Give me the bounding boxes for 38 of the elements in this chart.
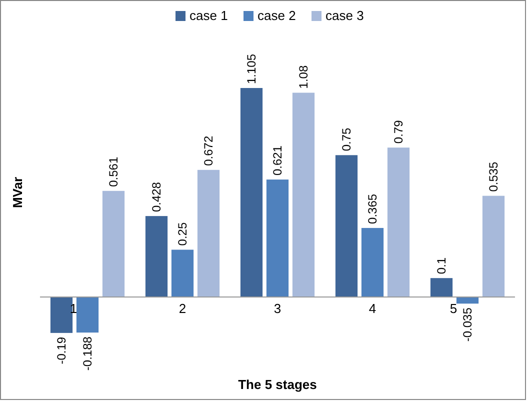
bar	[387, 148, 410, 297]
bar	[171, 250, 194, 297]
bar	[240, 88, 263, 297]
data-label: 1.105	[244, 54, 258, 84]
data-label: 0.75	[340, 127, 354, 152]
bar	[145, 216, 168, 297]
legend-label: case 3	[326, 8, 364, 23]
data-label: -0.188	[80, 336, 94, 371]
data-label: 1.08	[296, 65, 310, 89]
data-label: 0.561	[106, 156, 120, 187]
data-label: 0.621	[270, 145, 284, 176]
bar	[361, 228, 384, 297]
bar	[197, 170, 220, 297]
bar	[482, 196, 505, 297]
x-axis-title: The 5 stages	[238, 377, 317, 392]
data-label: 0.535	[486, 161, 500, 192]
bar	[456, 297, 479, 304]
bar	[266, 180, 289, 297]
data-label: 0.672	[202, 136, 216, 166]
legend-label: case 2	[258, 8, 296, 23]
bar	[102, 190, 125, 297]
bar	[292, 92, 315, 297]
data-label: -0.035	[460, 307, 474, 342]
bar	[430, 278, 453, 297]
data-label: 0.79	[392, 120, 406, 144]
bar	[76, 297, 99, 333]
x-tick-label: 5	[450, 301, 458, 316]
x-tick-label: 4	[368, 301, 376, 316]
data-label: 0.1	[434, 257, 448, 274]
data-label: -0.19	[54, 336, 68, 364]
y-axis-title: MVar	[10, 176, 25, 208]
data-label: 0.365	[366, 194, 380, 224]
x-tick-label: 3	[274, 301, 282, 316]
legend-label: case 1	[190, 8, 228, 23]
data-label: 0.25	[176, 222, 190, 246]
x-tick-label: 2	[178, 301, 186, 316]
data-label: 0.428	[150, 182, 164, 212]
bar	[335, 155, 358, 297]
